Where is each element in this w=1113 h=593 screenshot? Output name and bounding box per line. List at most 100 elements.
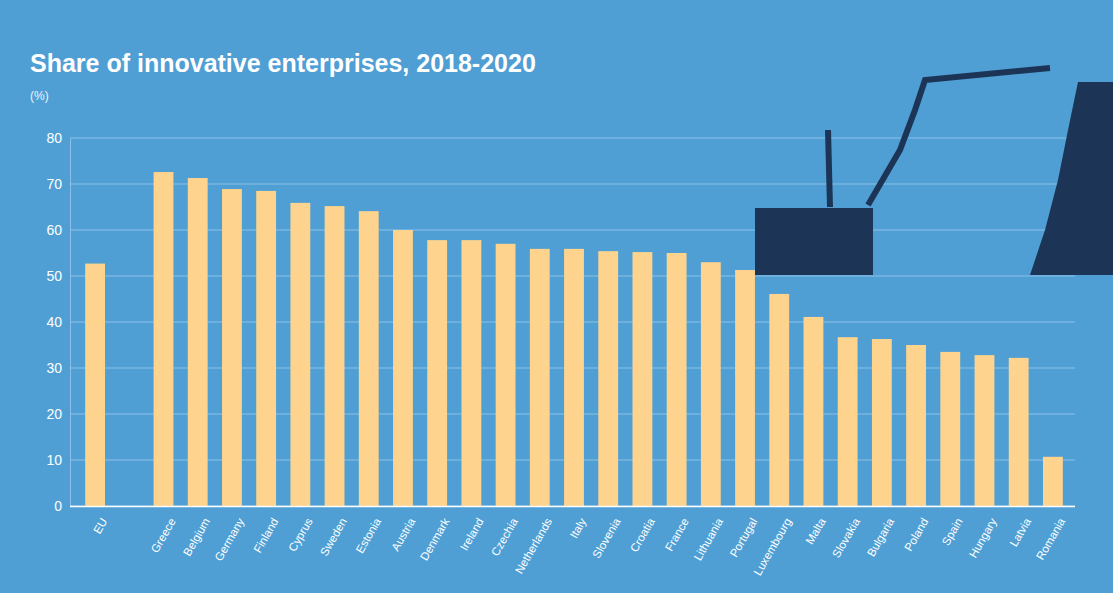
x-tick: Czechia [489, 506, 520, 558]
y-tick: 70 [46, 176, 70, 192]
y-tick-label: 80 [46, 130, 62, 146]
bar [667, 253, 687, 506]
x-tick: Ireland [458, 506, 486, 552]
bar [188, 178, 208, 506]
y-tick-label: 0 [54, 498, 62, 514]
x-tick-label: Denmark [418, 516, 452, 563]
bar [906, 345, 926, 506]
x-tick-label: Estonia [354, 515, 384, 555]
x-tick: Croatia [628, 506, 657, 554]
x-tick-label: Austria [389, 515, 418, 553]
y-tick: 50 [46, 268, 70, 284]
x-tick: Cyprus [286, 506, 315, 554]
background [0, 0, 1113, 593]
x-tick: Luxembourg [751, 506, 793, 577]
x-tick-label: Lithuania [692, 515, 726, 562]
x-tick-label: Latvia [1007, 515, 1033, 548]
x-tick: Bulgaria [865, 506, 897, 559]
x-tick: Italy [567, 506, 588, 540]
bar [1043, 457, 1063, 506]
x-tick: Estonia [354, 506, 384, 555]
bar [838, 337, 858, 506]
y-tick-label: 10 [46, 452, 62, 468]
y-tick: 10 [46, 452, 70, 468]
x-tick-label: Hungary [967, 516, 999, 560]
x-tick: Spain [940, 506, 965, 547]
bar [222, 189, 242, 506]
x-tick: Austria [389, 506, 418, 553]
figure [868, 68, 1050, 205]
x-tick: Germany [212, 506, 246, 563]
x-tick-label: Sweden [318, 516, 349, 558]
bar [427, 240, 447, 506]
x-tick-label: Belgium [181, 516, 212, 558]
y-tick: 30 [46, 360, 70, 376]
x-tick: Lithuania [692, 506, 726, 562]
x-tick-label: Luxembourg [751, 516, 793, 577]
title: Share of innovative enterprises, 2018-20… [30, 49, 536, 77]
x-tick: Malta [803, 506, 828, 546]
x-tick-label: Czechia [489, 516, 520, 559]
cliff [755, 208, 873, 275]
x-tick: EU [91, 506, 109, 536]
bar [735, 270, 755, 506]
bar [1009, 358, 1029, 506]
x-tick-label: Croatia [628, 515, 657, 554]
y-tick: 0 [54, 498, 70, 514]
x-tick: Sweden [318, 506, 349, 558]
bar [325, 206, 345, 506]
x-tick: France [663, 506, 691, 553]
x-tick-label: France [663, 516, 691, 553]
x-tick-label: EU [91, 516, 109, 536]
x-axis-line [70, 506, 1075, 508]
x-tick: Slovenia [590, 506, 623, 560]
bar [461, 240, 481, 506]
x-tick-label: Italy [567, 516, 588, 540]
bar [804, 317, 824, 506]
bar [85, 264, 105, 506]
x-tick: Finland [251, 506, 280, 555]
bars [85, 172, 1063, 506]
y-tick: 60 [46, 222, 70, 238]
x-tick: Netherlands [513, 506, 555, 576]
bar [940, 352, 960, 506]
x-tick-label: Malta [803, 515, 828, 546]
x-tick: Denmark [418, 506, 452, 562]
figure [828, 130, 830, 207]
bar [598, 251, 618, 506]
cliff [1030, 82, 1113, 275]
grid [70, 138, 1075, 506]
x-tick-label: Netherlands [513, 516, 555, 576]
grid-line [70, 138, 1075, 139]
y-axis-line [70, 139, 71, 507]
x-tick-label: Slovakia [830, 515, 862, 559]
x-tick: Slovakia [830, 506, 862, 560]
y-axis: 01020304050607080 [46, 130, 70, 514]
y-tick: 80 [46, 130, 70, 146]
bar [632, 252, 652, 506]
bar [154, 172, 174, 506]
x-tick: Greece [149, 506, 178, 555]
x-tick-label: Ireland [458, 516, 486, 552]
bar [393, 230, 413, 506]
x-tick-label: Bulgaria [865, 515, 897, 558]
x-tick: Romania [1034, 506, 1068, 562]
x-axis: EU GreeceBelgiumGermanyFinlandCyprusSwede… [70, 506, 1075, 577]
grid-line [70, 230, 1075, 231]
x-tick: Belgium [181, 506, 212, 558]
x-tick: Portugal [728, 506, 760, 559]
x-tick-label: Cyprus [286, 516, 315, 554]
bar [359, 211, 379, 506]
subtitle: (%) [30, 89, 49, 103]
x-tick-label: Slovenia [590, 515, 623, 560]
x-tick-label: Finland [251, 516, 280, 555]
x-tick: Latvia [1007, 506, 1033, 549]
y-tick-label: 60 [46, 222, 62, 238]
y-tick: 20 [46, 406, 70, 422]
bar [564, 249, 584, 506]
x-tick-label: Spain [940, 516, 965, 547]
y-tick-label: 20 [46, 406, 62, 422]
bar [256, 191, 276, 506]
bar [496, 244, 516, 506]
bar [872, 339, 892, 506]
